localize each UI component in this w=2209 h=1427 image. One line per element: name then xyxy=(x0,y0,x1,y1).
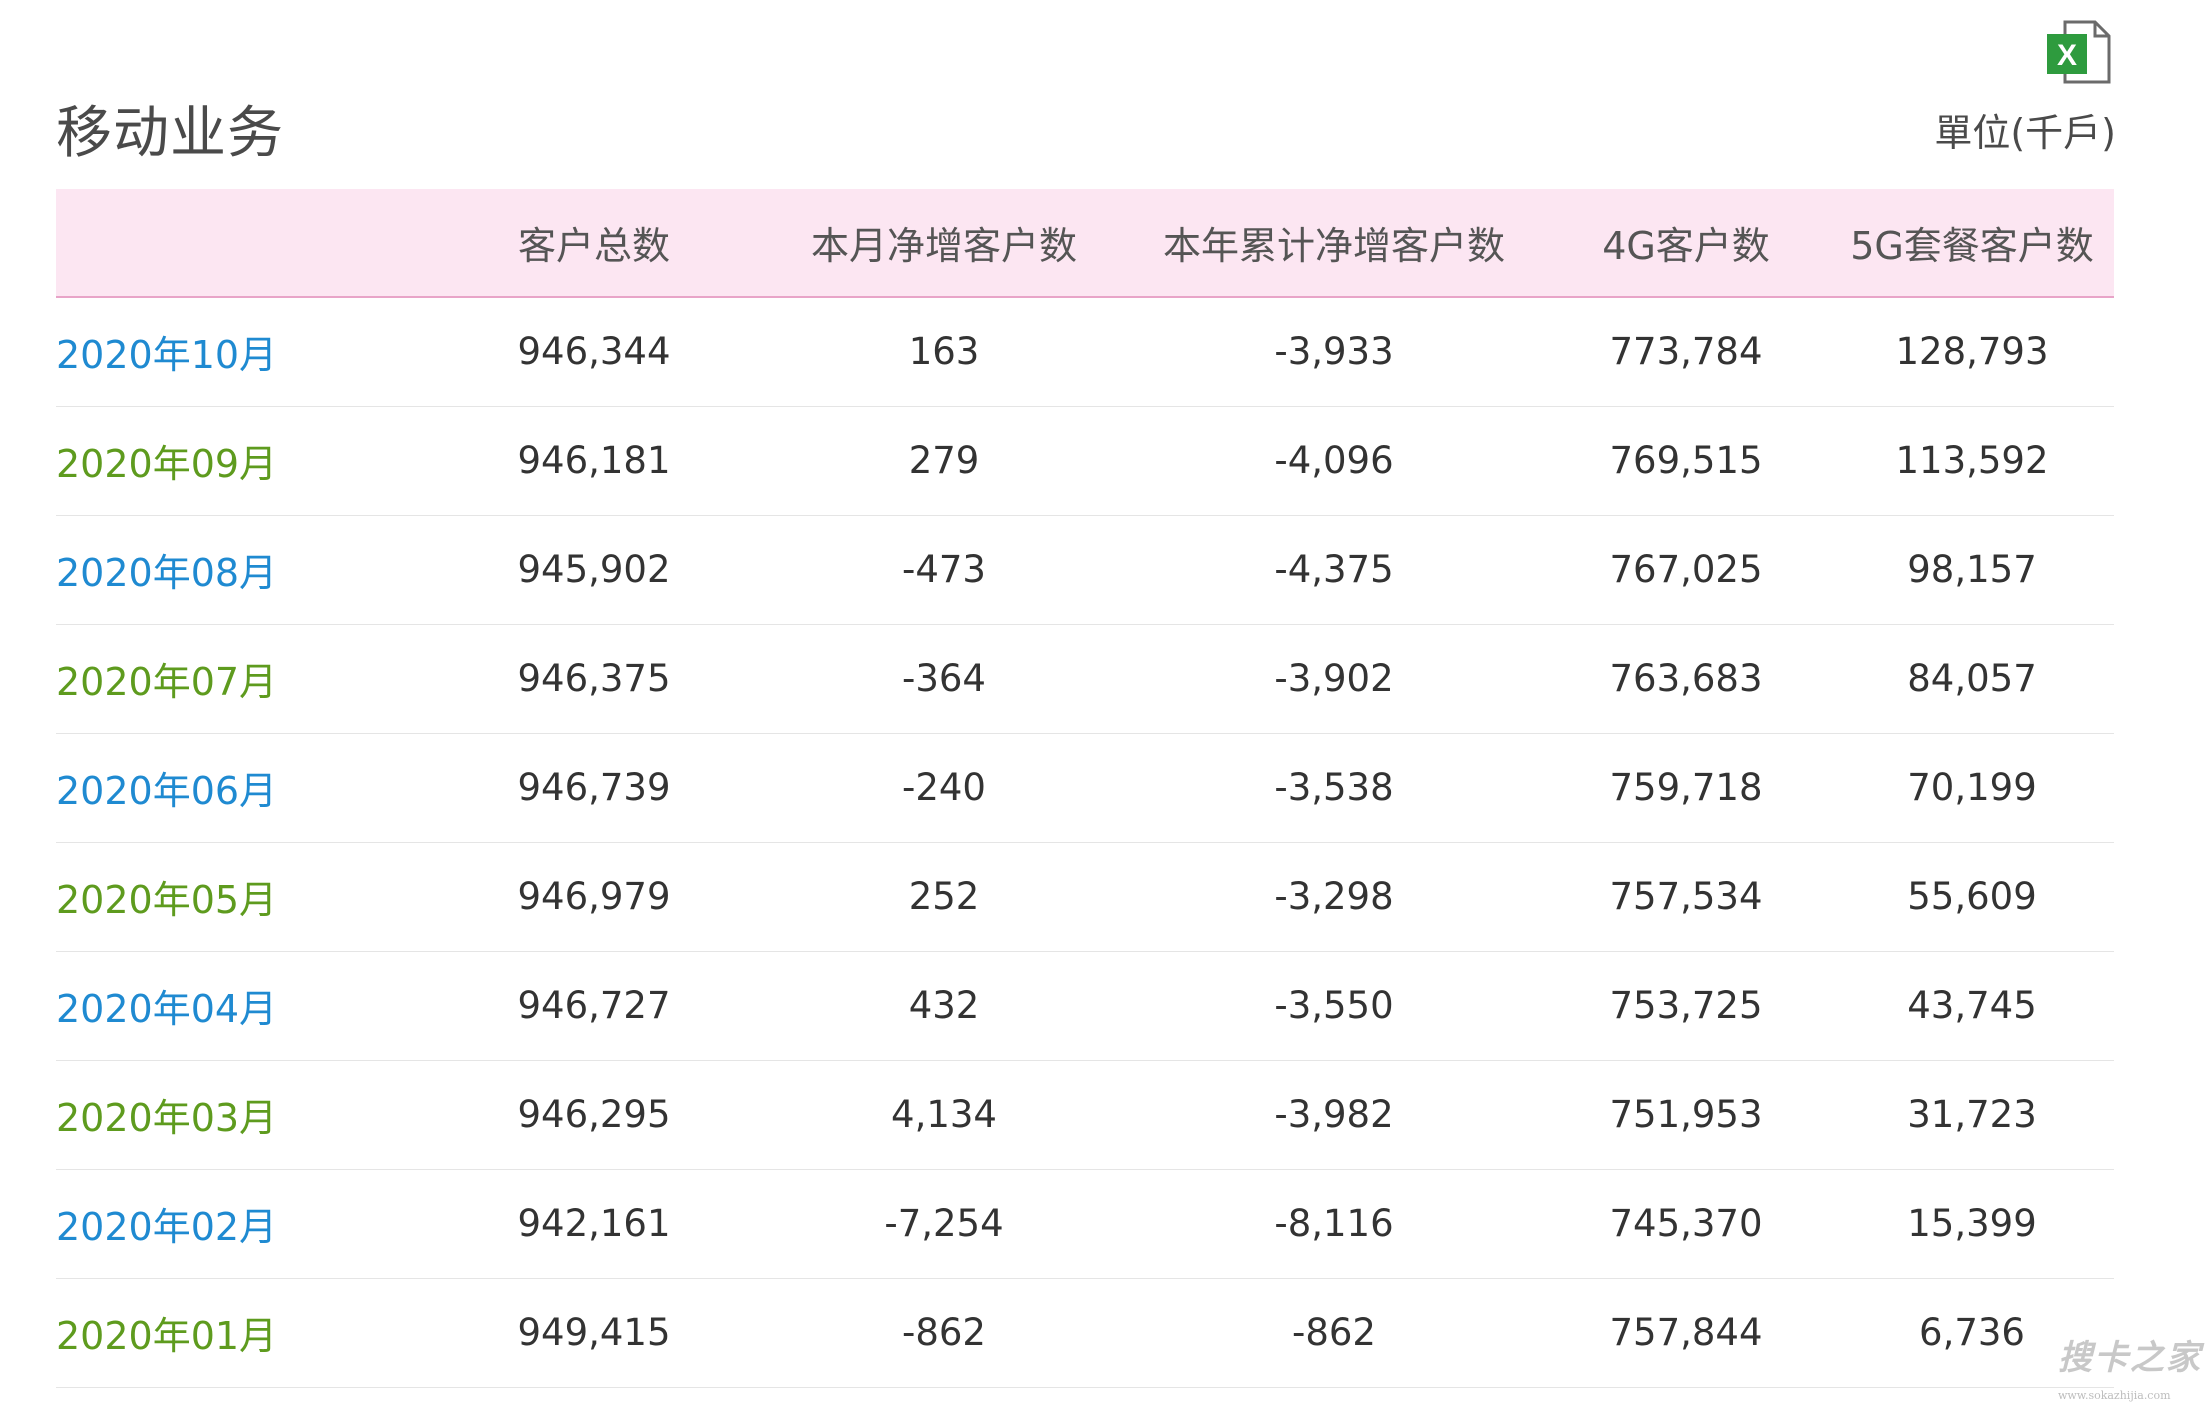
monthly-net-add-cell: -862 xyxy=(762,1278,1126,1388)
total-customers-cell: 946,979 xyxy=(426,842,762,952)
ytd-net-add-cell: -3,298 xyxy=(1126,842,1542,952)
ytd-net-add-cell: -4,375 xyxy=(1126,515,1542,625)
table-row: 2020年05月 946,979 252 -3,298 757,534 55,609 xyxy=(56,842,2114,952)
monthly-net-add-cell: -240 xyxy=(762,733,1126,843)
5g-customers-cell: 43,745 xyxy=(1830,951,2114,1061)
month-cell: 2020年10月 xyxy=(56,297,426,407)
total-customers-cell: 946,295 xyxy=(426,1060,762,1170)
ytd-net-add-cell: -3,902 xyxy=(1126,624,1542,734)
total-customers-cell: 946,375 xyxy=(426,624,762,734)
month-link[interactable]: 2020年08月 xyxy=(56,551,278,595)
5g-customers-cell: 113,592 xyxy=(1830,406,2114,516)
table-row: 2020年09月 946,181 279 -4,096 769,515 113,592 xyxy=(56,406,2114,516)
ytd-net-add-cell: -3,933 xyxy=(1126,297,1542,407)
total-customers-cell: 946,727 xyxy=(426,951,762,1061)
month-cell: 2020年03月 xyxy=(56,1060,426,1170)
total-customers-cell: 942,161 xyxy=(426,1169,762,1279)
5g-customers-cell: 31,723 xyxy=(1830,1060,2114,1170)
header-month xyxy=(56,189,426,298)
month-cell: 2020年02月 xyxy=(56,1169,426,1279)
5g-customers-cell: 98,157 xyxy=(1830,515,2114,625)
ytd-net-add-cell: -3,550 xyxy=(1126,951,1542,1061)
4g-customers-cell: 753,725 xyxy=(1542,951,1830,1061)
month-link[interactable]: 2020年09月 xyxy=(56,442,278,486)
table-row: 2020年03月 946,295 4,134 -3,982 751,953 31,723 xyxy=(56,1060,2114,1170)
month-cell: 2020年07月 xyxy=(56,624,426,734)
unit-label: 單位(千戶) xyxy=(1934,111,2116,155)
monthly-net-add-cell: 4,134 xyxy=(762,1060,1126,1170)
header-ytd-net-add: 本年累计净增客户数 xyxy=(1126,189,1542,298)
excel-icon[interactable]: X xyxy=(2043,18,2113,88)
ytd-net-add-cell: -8,116 xyxy=(1126,1169,1542,1279)
header-5g-customers: 5G套餐客户数 xyxy=(1830,189,2114,298)
4g-customers-cell: 757,534 xyxy=(1542,842,1830,952)
total-customers-cell: 945,902 xyxy=(426,515,762,625)
table-header-row: 客户总数 本月净增客户数 本年累计净增客户数 4G客户数 5G套餐客户数 xyxy=(56,189,2114,298)
5g-customers-cell: 15,399 xyxy=(1830,1169,2114,1279)
4g-customers-cell: 751,953 xyxy=(1542,1060,1830,1170)
4g-customers-cell: 767,025 xyxy=(1542,515,1830,625)
mobile-business-table: 客户总数 本月净增客户数 本年累计净增客户数 4G客户数 5G套餐客户数 202… xyxy=(56,189,2114,1388)
month-link[interactable]: 2020年02月 xyxy=(56,1205,278,1249)
watermark: 搜卡之家 www.sokazhijia.com xyxy=(2058,1330,2208,1402)
ytd-net-add-cell: -4,096 xyxy=(1126,406,1542,516)
table-row: 2020年02月 942,161 -7,254 -8,116 745,370 15,399 xyxy=(56,1169,2114,1279)
month-link[interactable]: 2020年06月 xyxy=(56,769,278,813)
4g-customers-cell: 759,718 xyxy=(1542,733,1830,843)
5g-customers-cell: 70,199 xyxy=(1830,733,2114,843)
total-customers-cell: 946,344 xyxy=(426,297,762,407)
ytd-net-add-cell: -3,982 xyxy=(1126,1060,1542,1170)
watermark-text: 搜卡之家 xyxy=(2058,1338,2202,1378)
monthly-net-add-cell: 252 xyxy=(762,842,1126,952)
table-row: 2020年07月 946,375 -364 -3,902 763,683 84,057 xyxy=(56,624,2114,734)
ytd-net-add-cell: -3,538 xyxy=(1126,733,1542,843)
header-monthly-net-add: 本月净增客户数 xyxy=(762,189,1126,298)
table-row: 2020年01月 949,415 -862 -862 757,844 6,736 xyxy=(56,1278,2114,1388)
ytd-net-add-cell: -862 xyxy=(1126,1278,1542,1388)
4g-customers-cell: 769,515 xyxy=(1542,406,1830,516)
svg-text:X: X xyxy=(2057,39,2077,72)
month-link[interactable]: 2020年01月 xyxy=(56,1314,278,1358)
5g-customers-cell: 128,793 xyxy=(1830,297,2114,407)
month-cell: 2020年04月 xyxy=(56,951,426,1061)
4g-customers-cell: 757,844 xyxy=(1542,1278,1830,1388)
4g-customers-cell: 773,784 xyxy=(1542,297,1830,407)
month-cell: 2020年01月 xyxy=(56,1278,426,1388)
month-cell: 2020年09月 xyxy=(56,406,426,516)
monthly-net-add-cell: -473 xyxy=(762,515,1126,625)
table-row: 2020年06月 946,739 -240 -3,538 759,718 70,199 xyxy=(56,733,2114,843)
total-customers-cell: 946,739 xyxy=(426,733,762,843)
month-link[interactable]: 2020年10月 xyxy=(56,333,278,378)
month-link[interactable]: 2020年03月 xyxy=(56,1096,278,1140)
5g-customers-cell: 84,057 xyxy=(1830,624,2114,734)
monthly-net-add-cell: -7,254 xyxy=(762,1169,1126,1279)
header-total-customers: 客户总数 xyxy=(426,189,762,298)
5g-customers-cell: 6,736 xyxy=(1830,1278,2114,1388)
total-customers-cell: 949,415 xyxy=(426,1278,762,1388)
month-cell: 2020年08月 xyxy=(56,515,426,625)
month-link[interactable]: 2020年07月 xyxy=(56,660,278,704)
table-row: 2020年08月 945,902 -473 -4,375 767,025 98,157 xyxy=(56,515,2114,625)
total-customers-cell: 946,181 xyxy=(426,406,762,516)
5g-customers-cell: 55,609 xyxy=(1830,842,2114,952)
monthly-net-add-cell: 432 xyxy=(762,951,1126,1061)
month-cell: 2020年06月 xyxy=(56,733,426,843)
month-link[interactable]: 2020年04月 xyxy=(56,987,278,1031)
monthly-net-add-cell: -364 xyxy=(762,624,1126,734)
4g-customers-cell: 763,683 xyxy=(1542,624,1830,734)
4g-customers-cell: 745,370 xyxy=(1542,1169,1830,1279)
table-row: 2020年04月 946,727 432 -3,550 753,725 43,745 xyxy=(56,951,2114,1061)
month-link[interactable]: 2020年05月 xyxy=(56,878,278,922)
watermark-url: www.sokazhijia.com xyxy=(2058,1389,2171,1402)
table-row: 2020年10月 946,344 163 -3,933 773,784 128,793 xyxy=(56,297,2114,407)
monthly-net-add-cell: 279 xyxy=(762,406,1126,516)
header-4g-customers: 4G客户数 xyxy=(1542,189,1830,298)
month-cell: 2020年05月 xyxy=(56,842,426,952)
monthly-net-add-cell: 163 xyxy=(762,297,1126,407)
page-title: 移动业务 xyxy=(56,101,284,166)
